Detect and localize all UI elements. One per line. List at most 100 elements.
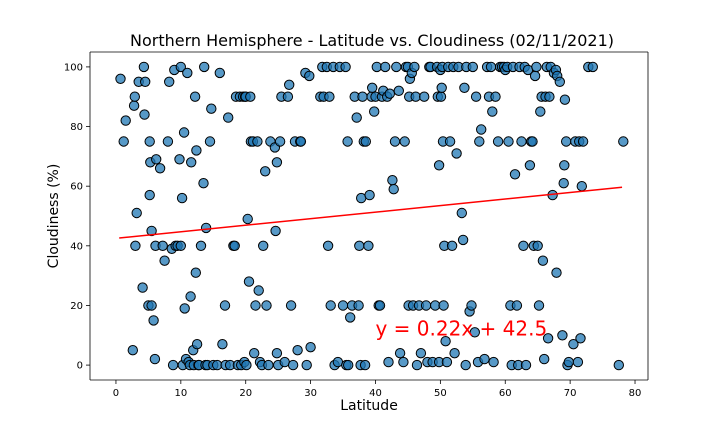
data-point: [389, 136, 401, 147]
data-point: [391, 61, 402, 73]
data-point: [287, 359, 299, 371]
x-tick-label: 80: [629, 388, 642, 399]
data-point: [459, 82, 470, 94]
data-point: [175, 61, 187, 73]
data-point: [393, 85, 404, 97]
data-point: [419, 91, 430, 102]
data-point: [394, 348, 406, 359]
data-point: [217, 339, 228, 350]
data-point: [441, 356, 453, 368]
data-point: [325, 300, 336, 311]
x-tick-label: 60: [499, 388, 512, 399]
data-point: [138, 61, 150, 73]
data-point: [242, 213, 253, 225]
data-point: [524, 160, 536, 171]
data-point: [345, 312, 356, 323]
data-point: [561, 136, 572, 147]
data-point: [214, 67, 226, 79]
data-point: [131, 207, 142, 219]
data-point: [137, 282, 148, 293]
data-point: [292, 345, 303, 356]
y-axis-label: Cloudiness (%): [46, 164, 62, 269]
data-point: [245, 91, 256, 102]
data-point: [492, 136, 504, 147]
data-point: [568, 339, 579, 350]
data-point: [360, 136, 371, 147]
data-point: [120, 115, 131, 126]
data-point: [176, 192, 188, 204]
data-point: [157, 240, 168, 252]
data-point: [587, 61, 598, 73]
x-tick-label: 50: [434, 388, 447, 399]
data-point: [274, 136, 286, 147]
data-point: [367, 82, 378, 94]
y-tick-label: 20: [70, 301, 83, 312]
x-tick-label: 30: [304, 388, 317, 399]
data-point: [353, 300, 364, 311]
data-point: [304, 70, 315, 82]
x-axis-label: Latitude: [340, 398, 398, 414]
data-point: [364, 189, 375, 201]
data-point: [175, 240, 187, 252]
x-tick-label: 0: [113, 388, 119, 399]
x-tick-label: 20: [239, 388, 252, 399]
data-point: [253, 285, 264, 296]
data-point: [558, 178, 569, 189]
data-point: [467, 61, 478, 73]
data-point: [559, 94, 571, 105]
data-point: [206, 103, 217, 114]
data-point: [456, 207, 467, 219]
data-point: [436, 82, 447, 94]
x-tick-label: 70: [564, 388, 577, 399]
data-point: [154, 163, 166, 174]
data-point: [342, 136, 353, 147]
data-point: [444, 136, 456, 147]
x-tick-label: 10: [174, 388, 187, 399]
data-point: [351, 112, 362, 123]
data-point: [383, 356, 394, 368]
data-point: [128, 100, 140, 111]
data-point: [337, 300, 349, 311]
data-point: [420, 300, 432, 311]
data-point: [258, 240, 269, 252]
data-point: [469, 327, 480, 338]
data-point: [144, 189, 155, 201]
data-point: [457, 234, 469, 246]
data-point: [115, 73, 126, 85]
y-tick-label: 60: [70, 182, 83, 193]
data-point: [164, 76, 175, 88]
data-points: [115, 61, 629, 371]
data-point: [490, 91, 501, 102]
data-point: [284, 79, 295, 91]
data-point: [488, 356, 499, 368]
x-tick-label: 40: [369, 388, 382, 399]
data-point: [575, 333, 586, 344]
data-point: [198, 178, 209, 189]
x-ticks: 0 10 20 30 40 50 60 70 80: [113, 380, 642, 399]
y-tick-label: 40: [70, 241, 83, 252]
data-point: [544, 91, 555, 102]
data-point: [503, 136, 514, 147]
data-point: [435, 91, 447, 102]
data-point: [343, 359, 354, 371]
data-point: [260, 166, 271, 177]
data-point: [485, 61, 497, 73]
data-point: [204, 136, 216, 147]
data-point: [271, 348, 283, 359]
data-point: [398, 356, 409, 368]
data-point: [146, 300, 157, 311]
data-point: [151, 154, 162, 165]
data-point: [263, 359, 274, 371]
data-point: [384, 88, 395, 99]
data-point: [572, 356, 584, 368]
data-point: [195, 240, 207, 252]
data-point: [531, 61, 542, 73]
data-point: [576, 181, 587, 192]
data-point: [271, 157, 283, 168]
y-ticks: 0 20 40 60 80 100: [64, 62, 90, 372]
data-point: [149, 353, 161, 365]
data-point: [369, 106, 380, 117]
data-point: [476, 124, 487, 135]
data-point: [387, 175, 398, 186]
data-point: [409, 61, 420, 73]
